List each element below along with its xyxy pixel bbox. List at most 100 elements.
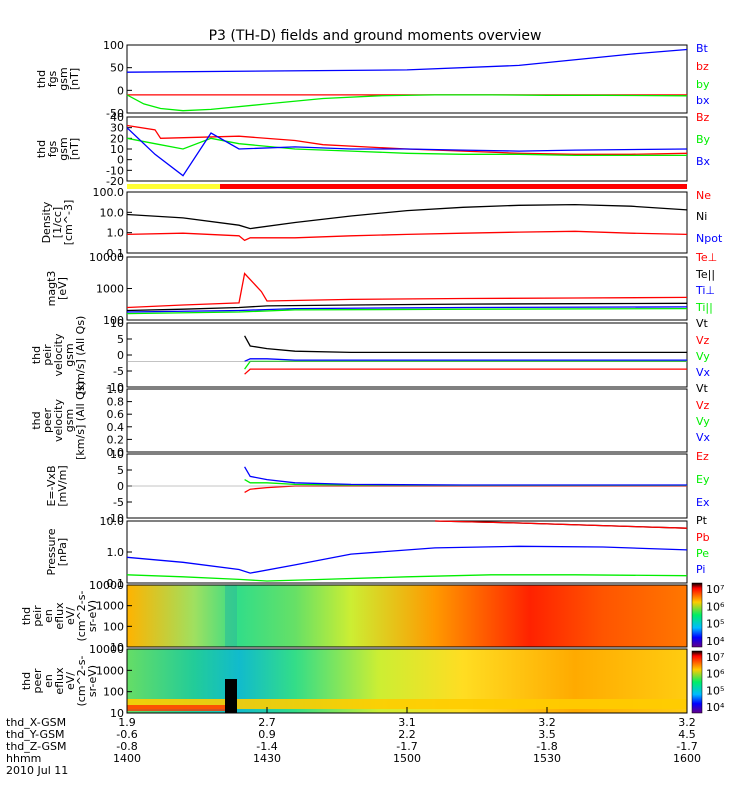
temp-legend-Te⊥: Te⊥: [695, 251, 717, 264]
fgs_dsl-legend-Bx: Bx: [696, 155, 711, 168]
peer_spec-ylabel: eV/: [64, 672, 77, 690]
fgs_dsl-ylabel: fgs: [46, 140, 59, 157]
pressure-legend-Pe: Pe: [696, 547, 709, 560]
orbit-value: 3.1: [398, 716, 416, 729]
density-series-Ni: [126, 203, 688, 230]
peir_vel-series-Vx: [244, 358, 687, 362]
orbit-value: 3.2: [678, 716, 696, 729]
density-ylabel: [cm^-3]: [62, 200, 75, 246]
fgs_dsl-ylabel: thd: [35, 140, 48, 158]
peir_spec-ytick-label: 10000: [89, 579, 124, 592]
pressure-ytick-label: 10.0: [100, 515, 125, 528]
colorbar-peir-label: 10⁴: [706, 635, 725, 648]
temp-ylabel: [eV]: [56, 277, 69, 300]
fgs_gsm-legend-bx: bx: [696, 94, 710, 107]
peer_spec-ylabel: en: [42, 674, 55, 688]
pressure-series-Pe: [126, 574, 688, 582]
peer_spec-ytick-label: 10: [110, 707, 124, 720]
peir_vel-legend-Vt: Vt: [696, 317, 709, 330]
orbit-value: 4.5: [678, 728, 696, 741]
density-legend-Ni: Ni: [696, 210, 707, 223]
density-legend-Npot: Npot: [696, 232, 723, 245]
colorbar-peer-label: 10⁶: [706, 668, 725, 681]
colorbar-peer: [691, 650, 703, 714]
efield-series-Ex: [244, 466, 687, 486]
efield-ytick-label: 0: [117, 480, 124, 493]
temp-legend-Ti||: Ti||: [695, 301, 713, 314]
peer_spec-ytick-label: 1000: [96, 664, 124, 677]
peer_vel-ylabel: thd: [30, 411, 43, 429]
fgs_dsl-series-Bz: [126, 124, 688, 155]
orbit-label: thd_X-GSM: [6, 716, 66, 729]
orbit-label: thd_Y-GSM: [6, 728, 65, 741]
pressure-series-Pi: [126, 545, 688, 574]
temp-ytick-label: 1000: [96, 283, 124, 296]
peer_vel-legend-Vx: Vx: [696, 431, 711, 444]
fgs_gsm-legend-Bt: Bt: [696, 42, 709, 55]
peir_vel-legend-Vx: Vx: [696, 366, 711, 379]
peir_vel-ytick-label: 5: [117, 333, 124, 346]
peir_spec-heatmap: [127, 585, 687, 647]
orbit-value: 1530: [533, 752, 561, 765]
temp-ytick-label: 10000: [89, 251, 124, 264]
peer_vel-ytick-label: 0.6: [107, 408, 125, 421]
temp-legend-Te||: Te||: [695, 268, 715, 281]
peer_spec-ytick-label: 10000: [89, 643, 124, 656]
temp-ylabel: magt3: [45, 271, 58, 307]
peir_vel-ylabel: gsm: [63, 343, 76, 366]
colorbar-peir-label: 10⁵: [706, 618, 724, 631]
fgs_dsl-ytick-label: 40: [110, 111, 124, 124]
peer_vel-ytick-label: 0.8: [107, 396, 125, 409]
orbit-value: 3.2: [538, 716, 556, 729]
peir_spec-ylabel: eV/: [64, 607, 77, 625]
fgs_dsl-ytick-label: 30: [110, 122, 124, 135]
peer_spec-ytick-label: 100: [103, 686, 124, 699]
colorbar-peer-label: 10⁵: [706, 684, 724, 697]
fgs_gsm-ylabel: fgs: [46, 70, 59, 87]
peer_vel-ytick-label: 0.0: [107, 446, 125, 459]
pressure-legend-Pb: Pb: [696, 531, 710, 544]
peir_spec-ylabel: peir: [31, 605, 44, 627]
density-series-Ne: [126, 230, 688, 242]
peir_spec-ylabel: (cm^2-s-: [75, 591, 88, 642]
peir_spec-ytick-label: 10: [110, 641, 124, 654]
fgs_gsm-ytick-label: 0: [117, 84, 124, 97]
efield-ytick-label: -10: [106, 512, 124, 525]
orbit-value: 1400: [113, 752, 141, 765]
peir_vel-ytick-label: 10: [110, 317, 124, 330]
peer_vel-ylabel: gsm: [63, 409, 76, 432]
peir_vel-ytick-label: -5: [113, 365, 124, 378]
temp-legend-Ti⊥: Ti⊥: [695, 284, 715, 297]
colorbar-peir: [691, 582, 703, 648]
pressure-ylabel: [nPa]: [56, 538, 69, 566]
orbit-label: hhmm: [6, 752, 41, 765]
pressure-ylabel: Pressure: [45, 528, 58, 575]
orbit-value: -0.6: [116, 728, 137, 741]
peer_spec-ylabel: eflux: [53, 667, 66, 695]
fgs_gsm-frame: [126, 44, 688, 114]
peir-spec-gap: [225, 585, 237, 647]
density-ytick-label: 100.0: [93, 186, 125, 199]
fgs_dsl-legend-By: By: [696, 133, 711, 146]
colorbar-peir-label: 10⁶: [706, 600, 725, 613]
peer_spec-ylabel: thd: [20, 672, 33, 690]
fgs_dsl-ylabel: gsm: [57, 137, 70, 160]
fgs_dsl-ytick-label: -20: [106, 175, 124, 188]
fgs_dsl-legend-Bz: Bz: [696, 111, 710, 124]
temp-ytick-label: 100: [103, 314, 124, 327]
peer_vel-legend-Vt: Vt: [696, 382, 709, 395]
density-ytick-label: 1.0: [107, 227, 125, 240]
orbit-value: -1.7: [396, 740, 417, 753]
temp-series-Ti⊥: [126, 306, 688, 313]
peir_vel-legend-Vz: Vz: [696, 334, 710, 347]
peir_vel-frame: [126, 322, 688, 388]
temp-series-Te||: [126, 302, 688, 312]
fgs_gsm-ytick-label: -50: [106, 107, 124, 120]
fgs_gsm-ylabel: [nT]: [68, 68, 81, 90]
peir_spec-ytick-label: 100: [103, 620, 124, 633]
peer_vel-ytick-label: 1.0: [107, 383, 125, 396]
orbit-value: -1.8: [536, 740, 557, 753]
peir_spec-ylabel: en: [42, 609, 55, 623]
orbit-value: -1.7: [676, 740, 697, 753]
